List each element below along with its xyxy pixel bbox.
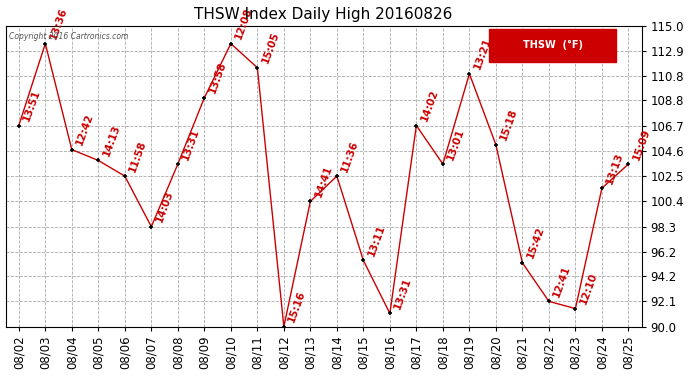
Text: 14:13: 14:13 bbox=[101, 123, 122, 158]
Point bbox=[278, 324, 289, 330]
Point bbox=[146, 224, 157, 230]
Point bbox=[305, 198, 316, 204]
Text: 15:16: 15:16 bbox=[286, 290, 307, 324]
Text: 13:11: 13:11 bbox=[366, 223, 387, 258]
Text: 11:58: 11:58 bbox=[128, 139, 148, 173]
Point bbox=[464, 71, 475, 77]
Point bbox=[623, 161, 634, 167]
Point bbox=[358, 257, 369, 263]
Point bbox=[411, 123, 422, 129]
Point bbox=[384, 310, 395, 316]
Text: 14:41: 14:41 bbox=[313, 164, 334, 199]
Point bbox=[437, 161, 448, 167]
Point bbox=[66, 147, 77, 153]
FancyBboxPatch shape bbox=[489, 28, 616, 62]
Text: 15:05: 15:05 bbox=[260, 30, 281, 65]
Text: 12:10: 12:10 bbox=[578, 271, 599, 306]
Text: 13:13: 13:13 bbox=[604, 151, 625, 185]
Text: 13:01: 13:01 bbox=[446, 127, 466, 161]
Text: 13:58: 13:58 bbox=[207, 60, 228, 95]
Point bbox=[199, 95, 210, 101]
Text: 13:31: 13:31 bbox=[181, 127, 201, 161]
Text: 14:03: 14:03 bbox=[154, 189, 175, 224]
Text: 13:36: 13:36 bbox=[48, 6, 69, 41]
Point bbox=[596, 185, 607, 191]
Title: THSW Index Daily High 20160826: THSW Index Daily High 20160826 bbox=[195, 7, 453, 22]
Point bbox=[570, 306, 581, 312]
Point bbox=[544, 298, 555, 304]
Text: 12:42: 12:42 bbox=[75, 112, 95, 147]
Text: 13:21: 13:21 bbox=[472, 36, 493, 71]
Text: 15:09: 15:09 bbox=[631, 127, 652, 161]
Text: 12:41: 12:41 bbox=[552, 264, 573, 298]
Point bbox=[13, 123, 24, 129]
Text: THSW  (°F): THSW (°F) bbox=[522, 40, 582, 50]
Point bbox=[331, 173, 342, 179]
Text: 14:02: 14:02 bbox=[419, 88, 440, 123]
Text: 15:18: 15:18 bbox=[499, 108, 520, 142]
Text: 12:08: 12:08 bbox=[234, 6, 255, 41]
Point bbox=[92, 158, 104, 164]
Text: 15:42: 15:42 bbox=[525, 225, 546, 260]
Point bbox=[226, 40, 237, 46]
Point bbox=[517, 260, 528, 266]
Text: 11:36: 11:36 bbox=[339, 139, 360, 173]
Point bbox=[119, 173, 130, 179]
Text: 13:31: 13:31 bbox=[393, 276, 413, 310]
Point bbox=[172, 161, 184, 167]
Point bbox=[491, 142, 502, 148]
Point bbox=[252, 65, 263, 71]
Text: Copyright 2016 Cartronics.com: Copyright 2016 Cartronics.com bbox=[9, 32, 128, 40]
Point bbox=[40, 40, 51, 46]
Text: 13:51: 13:51 bbox=[21, 88, 42, 123]
